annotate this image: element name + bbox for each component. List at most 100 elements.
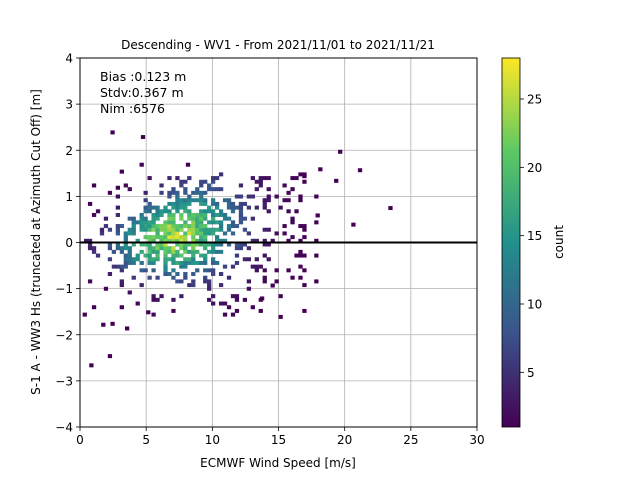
heatmap-cell	[187, 194, 192, 199]
heatmap-cell	[155, 257, 160, 262]
heatmap-cell	[179, 216, 184, 221]
heatmap-cell	[274, 194, 279, 199]
heatmap-cell	[242, 257, 248, 262]
heatmap-cell	[147, 275, 152, 280]
heatmap-cell	[131, 275, 136, 280]
stats-bias: Bias :0.123 m	[100, 69, 186, 84]
heatmap-cell	[207, 297, 212, 302]
heatmap-cell	[143, 227, 148, 232]
y-tick-label: 4	[65, 52, 73, 66]
heatmap-cell	[140, 135, 146, 140]
heatmap-cell	[218, 249, 224, 254]
heatmap-cell	[246, 194, 252, 199]
heatmap-cell	[238, 205, 244, 210]
y-tick-label: 2	[65, 144, 73, 158]
heatmap-cell	[266, 187, 271, 192]
heatmap-cell	[151, 224, 156, 229]
heatmap-cell	[242, 201, 248, 206]
heatmap-cell	[82, 312, 87, 317]
heatmap-cell	[183, 257, 188, 262]
heatmap-cell	[115, 205, 120, 210]
y-tick-label: −1	[55, 282, 73, 296]
heatmap-cell	[175, 224, 180, 229]
heatmap-cell	[183, 272, 188, 277]
heatmap-cell	[163, 268, 168, 273]
heatmap-cell	[171, 308, 176, 313]
heatmap-cell	[286, 268, 291, 273]
heatmap-cell	[203, 279, 208, 284]
heatmap-cell	[99, 231, 105, 236]
heatmap-cell	[290, 275, 295, 280]
heatmap-cell	[123, 242, 128, 247]
heatmap-cell	[278, 205, 283, 210]
heatmap-cell	[199, 224, 204, 229]
heatmap-cell	[183, 238, 188, 243]
heatmap-cell	[127, 260, 132, 265]
heatmap-cell	[230, 220, 236, 225]
heatmap-cell	[222, 312, 228, 317]
heatmap-cell	[147, 246, 152, 251]
heatmap-cell	[298, 194, 303, 199]
heatmap-cell	[119, 249, 124, 254]
heatmap-cell	[191, 231, 196, 236]
heatmap-cells	[82, 130, 393, 368]
heatmap-cell	[230, 201, 236, 206]
heatmap-cell	[262, 253, 267, 258]
heatmap-cell	[211, 187, 216, 192]
heatmap-cell	[270, 283, 275, 288]
heatmap-cell	[131, 242, 136, 247]
y-axis: −4 −3 −2 −1 0 1 2 3 4	[55, 52, 80, 435]
heatmap-cell	[151, 257, 156, 262]
heatmap-cell	[115, 231, 120, 236]
heatmap-cell	[127, 187, 132, 192]
heatmap-cell	[159, 224, 164, 229]
heatmap-cell	[351, 222, 356, 227]
heatmap-cell	[179, 260, 184, 265]
heatmap-cell	[191, 235, 196, 240]
heatmap-cell	[159, 235, 164, 240]
heatmap-cell	[195, 268, 200, 273]
heatmap-cell	[91, 305, 97, 310]
heatmap-cell	[187, 257, 192, 262]
heatmap-cell	[127, 290, 132, 295]
heatmap-cell	[183, 187, 188, 192]
heatmap-cell	[151, 297, 156, 302]
x-axis: 0 5 10 15 20 25 30	[76, 427, 485, 447]
heatmap-cell	[87, 279, 93, 284]
heatmap-cell	[191, 272, 196, 277]
heatmap-cell	[115, 227, 120, 232]
heatmap-cell	[203, 260, 208, 265]
heatmap-cell	[163, 224, 168, 229]
heatmap-cell	[183, 275, 188, 280]
heatmap-cell	[191, 279, 196, 284]
heatmap-cell	[270, 238, 275, 243]
heatmap-cell	[246, 205, 252, 210]
heatmap-cell	[175, 260, 180, 265]
heatmap-cell	[266, 257, 271, 262]
heatmap-cell	[218, 187, 224, 192]
heatmap-cell	[230, 264, 236, 269]
colorbar-tick-label: 10	[527, 298, 542, 312]
heatmap-cell	[163, 272, 168, 277]
heatmap-cell	[199, 260, 204, 265]
heatmap-cell	[163, 235, 168, 240]
heatmap-cell	[139, 260, 144, 265]
heatmap-cell	[185, 162, 191, 167]
heatmap-cell	[218, 172, 224, 177]
heatmap-cell	[203, 275, 208, 280]
heatmap-cell	[163, 246, 168, 251]
heatmap-cell	[115, 242, 120, 247]
heatmap-cell	[226, 275, 232, 280]
heatmap-cell	[123, 183, 128, 188]
heatmap-cell	[171, 257, 176, 262]
x-tick-label: 10	[205, 433, 220, 447]
heatmap-cell	[226, 205, 232, 210]
heatmap-cell	[238, 216, 244, 221]
heatmap-cell	[222, 198, 228, 203]
heatmap-cell	[123, 260, 128, 265]
heatmap-cell	[143, 216, 148, 221]
heatmap-cell	[266, 227, 271, 232]
heatmap-cell	[151, 249, 156, 254]
heatmap-cell	[119, 268, 124, 273]
heatmap-cell	[211, 268, 216, 273]
